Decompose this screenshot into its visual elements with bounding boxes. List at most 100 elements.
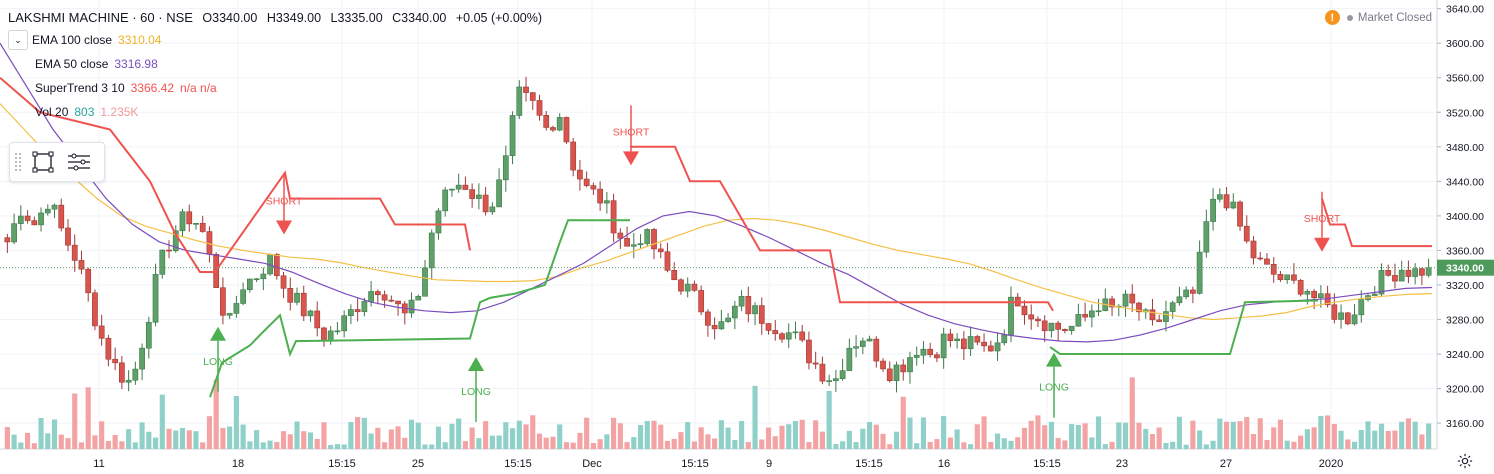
volume-bar xyxy=(476,438,482,449)
list-settings-icon xyxy=(68,153,90,171)
volume-bar xyxy=(213,379,219,449)
candle-body xyxy=(348,309,354,317)
candle-body xyxy=(58,204,65,229)
volume-bar xyxy=(456,418,462,449)
candle-body xyxy=(1048,322,1055,332)
candle-body xyxy=(678,279,684,292)
x-tick-label: 15:15 xyxy=(504,458,532,470)
volume-bar xyxy=(85,387,91,449)
collapse-legend-button[interactable]: ⌄ xyxy=(8,30,28,50)
volume-bar xyxy=(1042,425,1048,449)
candle-body xyxy=(186,211,193,225)
volume-bar xyxy=(1399,421,1405,449)
volume-bar xyxy=(691,441,697,449)
signal-label: SHORT xyxy=(1304,213,1341,225)
volume-bar xyxy=(240,424,246,449)
gear-icon[interactable] xyxy=(1456,452,1474,470)
volume-bar xyxy=(220,427,226,449)
x-tick-label: 2020 xyxy=(1319,458,1343,470)
volume-bar xyxy=(624,442,630,449)
candle-body xyxy=(193,223,199,225)
volume-bar xyxy=(590,443,596,449)
candle-body xyxy=(408,299,415,314)
long-signal-arrow xyxy=(468,356,484,371)
volume-bar xyxy=(617,423,623,449)
volume-bar xyxy=(1001,438,1007,449)
candle-body xyxy=(1344,312,1351,325)
volume-bar xyxy=(280,431,287,449)
candle-body xyxy=(435,210,442,234)
x-tick-label: 16 xyxy=(938,458,950,470)
volume-bar xyxy=(853,442,859,449)
indicator-ema100[interactable]: ⌄ EMA 100 close 3310.04 xyxy=(8,30,161,50)
volume-bar xyxy=(1190,420,1196,449)
volume-bar xyxy=(166,428,172,449)
volume-bar xyxy=(577,432,583,449)
volume-bar xyxy=(1116,422,1122,449)
drawing-toolbox[interactable] xyxy=(9,142,105,182)
volume-bar xyxy=(658,424,664,449)
indicator-ema50[interactable]: EMA 50 close 3316.98 xyxy=(35,54,158,74)
candle-body xyxy=(482,194,489,213)
candle-body xyxy=(577,169,583,180)
volume-bar xyxy=(725,427,731,449)
candle-body xyxy=(496,179,502,208)
settings-lines-button[interactable] xyxy=(64,147,94,177)
symbol-header: LAKSHMI MACHINE · 60 · NSE O3340.00 H334… xyxy=(8,10,548,25)
indicator-supertrend[interactable]: SuperTrend 3 10 3366.42 n/a n/a xyxy=(35,78,217,98)
x-tick-label: 23 xyxy=(1116,458,1128,470)
symbol-title[interactable]: LAKSHMI MACHINE · 60 · NSE xyxy=(8,10,193,25)
drag-handle-icon[interactable] xyxy=(14,152,22,172)
volume-bar xyxy=(159,394,165,449)
candle-body xyxy=(449,188,455,191)
candle-body xyxy=(940,333,947,359)
volume-bar xyxy=(38,417,44,449)
ohlc-change: +0.05 (+0.00%) xyxy=(455,11,543,25)
candle-body xyxy=(428,232,435,269)
candle-body xyxy=(550,127,556,131)
indicator-volume[interactable]: Vol 20 803 1.235K xyxy=(35,102,138,122)
candle-body xyxy=(974,336,981,343)
volume-bar xyxy=(941,416,947,449)
volume-bar xyxy=(462,441,468,449)
candle-body xyxy=(1392,275,1398,282)
volume-bar xyxy=(1244,416,1250,449)
volume-bar xyxy=(1372,430,1378,449)
warning-icon[interactable]: ! xyxy=(1324,10,1340,25)
candle-body xyxy=(1338,312,1344,320)
long-signal-arrow xyxy=(1046,352,1062,367)
volume-bar xyxy=(1311,427,1317,449)
candle-body xyxy=(1021,305,1028,316)
candle-body xyxy=(1243,225,1250,242)
candle-body xyxy=(502,155,509,181)
candle-body xyxy=(1378,270,1385,295)
volume-bar xyxy=(523,424,529,449)
candle-body xyxy=(78,260,85,270)
supertrend-down-line xyxy=(630,145,1054,312)
volume-bar xyxy=(705,434,711,449)
volume-bar xyxy=(99,421,105,449)
candle-body xyxy=(132,368,139,381)
candle-body xyxy=(1311,291,1317,299)
volume-bar xyxy=(1163,442,1169,449)
volume-bar xyxy=(1223,421,1230,449)
volume-bar xyxy=(173,430,179,449)
volume-bar xyxy=(227,426,233,449)
y-tick-label: 3640.00 xyxy=(1446,4,1484,16)
volume-bar xyxy=(563,442,570,449)
x-tick-label: 15:15 xyxy=(1033,458,1061,470)
volume-bar xyxy=(644,421,650,449)
volume-bar xyxy=(51,419,58,449)
volume-bar xyxy=(920,417,927,449)
candle-body xyxy=(590,185,597,190)
volume-bar xyxy=(1257,418,1263,449)
volume-bar xyxy=(1055,437,1061,449)
rectangle-tool-button[interactable] xyxy=(28,147,58,177)
volume-bar xyxy=(449,423,455,449)
supertrend-down-line xyxy=(1321,198,1432,248)
volume-bar xyxy=(1183,444,1189,449)
candle-body xyxy=(624,238,630,247)
candle-body xyxy=(31,220,38,226)
market-status[interactable]: ! Market Closed xyxy=(1324,10,1432,25)
